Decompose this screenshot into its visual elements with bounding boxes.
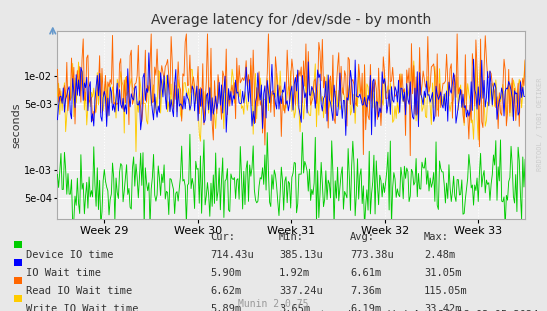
- Text: 2.48m: 2.48m: [424, 250, 455, 260]
- Text: 337.24u: 337.24u: [279, 286, 323, 296]
- Text: 33.42m: 33.42m: [424, 304, 462, 311]
- Text: 6.61m: 6.61m: [350, 268, 381, 278]
- Text: 6.19m: 6.19m: [350, 304, 381, 311]
- Text: IO Wait time: IO Wait time: [26, 268, 101, 278]
- Text: 6.62m: 6.62m: [211, 286, 242, 296]
- Title: Average latency for /dev/sde - by month: Average latency for /dev/sde - by month: [151, 13, 432, 27]
- Text: 3.65m: 3.65m: [279, 304, 310, 311]
- Text: 5.90m: 5.90m: [211, 268, 242, 278]
- Text: Cur:: Cur:: [211, 232, 236, 242]
- Text: Last update:  Wed Aug 14 18:02:05 2024: Last update: Wed Aug 14 18:02:05 2024: [301, 310, 538, 311]
- Text: Read IO Wait time: Read IO Wait time: [26, 286, 132, 296]
- Text: Write IO Wait time: Write IO Wait time: [26, 304, 138, 311]
- Text: 773.38u: 773.38u: [350, 250, 394, 260]
- Text: 385.13u: 385.13u: [279, 250, 323, 260]
- Text: 7.36m: 7.36m: [350, 286, 381, 296]
- Text: 5.89m: 5.89m: [211, 304, 242, 311]
- Y-axis label: seconds: seconds: [11, 102, 21, 148]
- Text: Munin 2.0.75: Munin 2.0.75: [238, 299, 309, 309]
- Text: 1.92m: 1.92m: [279, 268, 310, 278]
- Text: Device IO time: Device IO time: [26, 250, 113, 260]
- Text: Max:: Max:: [424, 232, 449, 242]
- Text: Avg:: Avg:: [350, 232, 375, 242]
- Text: Min:: Min:: [279, 232, 304, 242]
- Text: 714.43u: 714.43u: [211, 250, 254, 260]
- Text: 31.05m: 31.05m: [424, 268, 462, 278]
- Text: RRDTOOL / TOBI OETIKER: RRDTOOL / TOBI OETIKER: [537, 78, 543, 171]
- Text: 115.05m: 115.05m: [424, 286, 468, 296]
